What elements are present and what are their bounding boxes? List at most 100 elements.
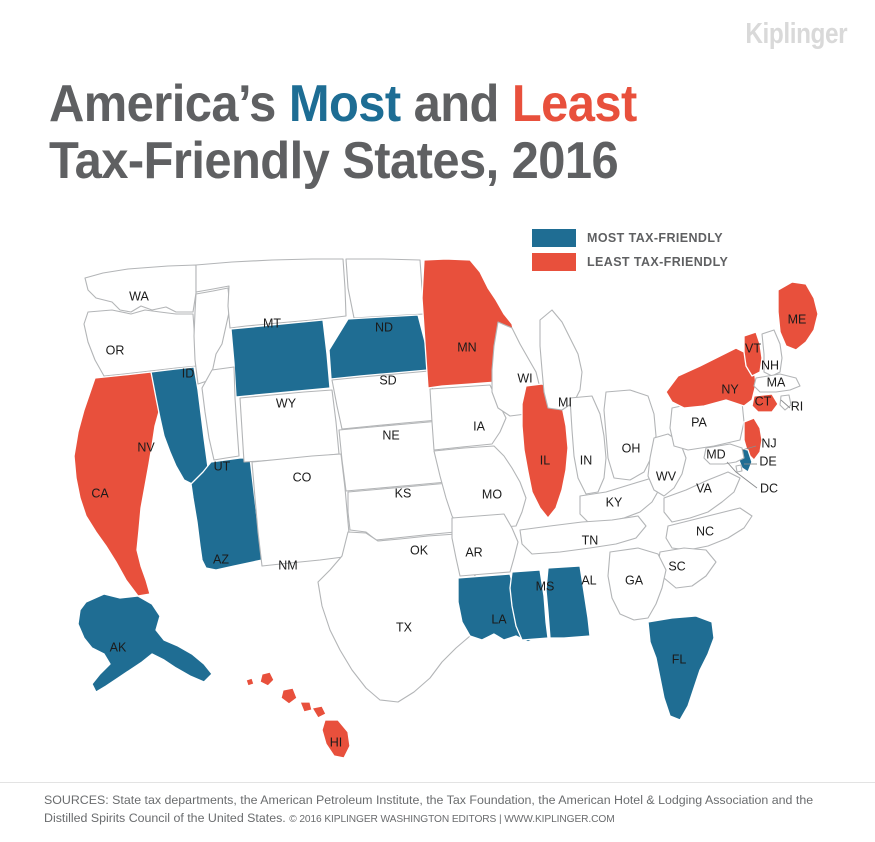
- state-ut[interactable]: [201, 366, 240, 461]
- state-sc[interactable]: [657, 547, 717, 589]
- state-ak[interactable]: [77, 593, 213, 693]
- title-word-most: Most: [288, 75, 401, 133]
- state-ga[interactable]: [607, 547, 667, 621]
- state-label-nd: ND: [375, 320, 393, 334]
- state-nd[interactable]: [345, 258, 425, 319]
- state-label-ia: IA: [473, 419, 485, 433]
- sources-line-2: Distilled Spirits Council of the United …: [44, 810, 286, 825]
- state-oh[interactable]: [603, 389, 657, 481]
- state-label-nm: NM: [278, 558, 297, 572]
- state-label-oh: OH: [622, 441, 641, 455]
- state-label-ut: UT: [214, 459, 231, 473]
- state-label-ny: NY: [721, 382, 739, 396]
- sources-copyright: © 2016 KIPLINGER WASHINGTON EDITORS | WW…: [289, 813, 615, 825]
- state-label-wy: WY: [276, 396, 297, 410]
- state-label-ca: CA: [91, 486, 109, 500]
- state-hi[interactable]: [299, 701, 313, 713]
- legend-swatch-most-icon: [532, 229, 576, 247]
- state-label-sc: SC: [668, 559, 685, 573]
- state-hi[interactable]: [245, 677, 255, 687]
- state-label-nh: NH: [761, 358, 779, 372]
- state-wy[interactable]: [230, 319, 331, 398]
- state-nv[interactable]: [150, 366, 211, 487]
- state-label-de: DE: [759, 454, 776, 468]
- state-ny[interactable]: [665, 347, 757, 409]
- legend-item-least: LEAST TAX-FRIENDLY: [532, 252, 728, 272]
- state-ar[interactable]: [451, 513, 519, 577]
- title-text-and: and: [400, 75, 512, 133]
- state-label-co: CO: [293, 470, 312, 484]
- state-az[interactable]: [190, 457, 263, 571]
- us-choropleth-map: WA OR CA NV ID MT WY UT AZ CO NM ND SD NE KS OK TX MN IA MO…: [0, 250, 875, 770]
- state-label-la: LA: [491, 612, 507, 626]
- sources-note: SOURCES: State tax departments, the Amer…: [44, 792, 844, 827]
- state-vt[interactable]: [743, 331, 763, 377]
- state-al[interactable]: [545, 565, 591, 639]
- state-label-ak: AK: [110, 640, 127, 654]
- state-label-ms: MS: [536, 579, 555, 593]
- state-nc[interactable]: [665, 507, 753, 551]
- state-label-wi: WI: [517, 371, 532, 385]
- state-hi[interactable]: [280, 687, 298, 705]
- state-label-ri: RI: [791, 399, 804, 413]
- state-nj[interactable]: [743, 417, 763, 461]
- state-label-ct: CT: [755, 394, 772, 408]
- state-mo[interactable]: [433, 445, 527, 532]
- state-sd[interactable]: [328, 314, 429, 380]
- state-label-wv: WV: [656, 469, 677, 483]
- state-hi[interactable]: [321, 719, 351, 759]
- legend-label-most: MOST TAX-FRIENDLY: [587, 231, 723, 245]
- state-label-ne: NE: [382, 428, 399, 442]
- state-label-mi: MI: [558, 395, 572, 409]
- state-ct[interactable]: [751, 393, 779, 413]
- state-fl[interactable]: [647, 615, 715, 721]
- state-dc[interactable]: [735, 464, 743, 473]
- state-label-nv: NV: [137, 440, 155, 454]
- state-va[interactable]: [663, 471, 741, 523]
- state-label-ok: OK: [410, 543, 429, 557]
- state-label-me: ME: [788, 312, 807, 326]
- state-me[interactable]: [777, 281, 819, 351]
- state-label-al: AL: [581, 573, 596, 587]
- state-label-ar: AR: [465, 545, 482, 559]
- legend-label-least: LEAST TAX-FRIENDLY: [587, 255, 729, 269]
- state-ma[interactable]: [753, 373, 801, 393]
- state-label-ga: GA: [625, 573, 644, 587]
- sources-line-1: SOURCES: State tax departments, the Amer…: [44, 793, 814, 807]
- page-title: America’s Most and Least Tax-Friendly St…: [49, 76, 792, 189]
- state-label-mt: MT: [263, 316, 281, 330]
- state-ok[interactable]: [347, 482, 456, 541]
- state-label-il: IL: [540, 453, 550, 467]
- state-ia[interactable]: [429, 384, 507, 451]
- state-mt[interactable]: [195, 258, 347, 329]
- state-label-fl: FL: [672, 652, 687, 666]
- state-or[interactable]: [83, 309, 198, 377]
- state-label-ky: KY: [606, 495, 623, 509]
- state-hi[interactable]: [311, 705, 327, 719]
- state-nh[interactable]: [761, 329, 783, 377]
- state-hi[interactable]: [259, 671, 275, 687]
- state-label-va: VA: [696, 481, 712, 495]
- state-in[interactable]: [569, 395, 607, 495]
- state-md[interactable]: [703, 443, 745, 465]
- state-ms[interactable]: [509, 569, 549, 641]
- state-wa[interactable]: [84, 264, 197, 313]
- state-mi[interactable]: [539, 309, 583, 411]
- legend-item-most: MOST TAX-FRIENDLY: [532, 228, 728, 248]
- state-tn[interactable]: [519, 515, 647, 555]
- state-label-ks: KS: [395, 486, 412, 500]
- footer-divider: [0, 782, 875, 783]
- state-label-mn: MN: [457, 340, 476, 354]
- state-label-or: OR: [106, 343, 125, 357]
- state-label-nj: NJ: [761, 436, 776, 450]
- state-label-sd: SD: [379, 373, 396, 387]
- state-ca[interactable]: [73, 371, 163, 597]
- legend-swatch-least-icon: [532, 253, 576, 271]
- state-label-tx: TX: [396, 620, 413, 634]
- state-label-id: ID: [182, 366, 195, 380]
- state-tx[interactable]: [317, 531, 485, 703]
- title-word-least: Least: [511, 75, 637, 133]
- state-label-az: AZ: [213, 552, 229, 566]
- state-label-tn: TN: [582, 533, 599, 547]
